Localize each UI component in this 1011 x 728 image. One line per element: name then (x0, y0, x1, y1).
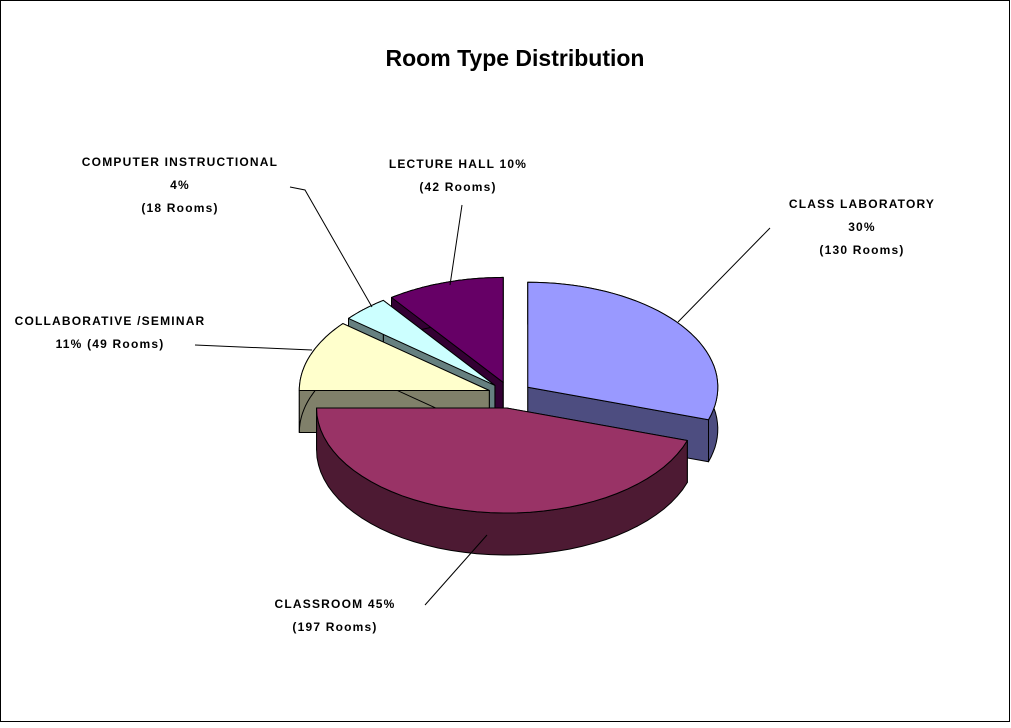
data-label: COLLABORATIVE /SEMINAR (15, 314, 206, 328)
slice (391, 276, 504, 383)
data-label: (197 Rooms) (292, 620, 377, 634)
data-label: (42 Rooms) (419, 180, 496, 194)
data-label: 11% (49 Rooms) (56, 337, 165, 351)
data-label: 4% (170, 178, 190, 192)
leader-line (194, 344, 313, 351)
data-label-part: (18 Rooms) (141, 201, 218, 215)
data-label: CLASSROOM 45% (275, 597, 396, 611)
data-label-part: (42 Rooms) (419, 180, 496, 194)
data-label-part: CLASS LABORATORY (789, 197, 935, 211)
leader-line (289, 186, 373, 308)
leader-line (677, 227, 771, 323)
data-label-part: 30% (848, 220, 876, 234)
data-label-part: 45% (368, 597, 396, 611)
data-label: CLASS LABORATORY (789, 197, 935, 211)
data-label-part: COMPUTER INSTRUCTIONAL (82, 155, 278, 169)
data-label-part: 10% (500, 157, 528, 171)
data-label: COMPUTER INSTRUCTIONAL (82, 155, 278, 169)
data-label-part: 11% (56, 337, 83, 351)
data-label-part: 4% (170, 178, 190, 192)
data-label-part: CLASSROOM (275, 597, 364, 611)
data-label: (130 Rooms) (819, 243, 904, 257)
data-label-part: (49 Rooms) (87, 337, 164, 351)
data-label: LECTURE HALL 10% (389, 157, 527, 171)
data-label-part: LECTURE HALL (389, 157, 495, 171)
data-label-part: (130 Rooms) (819, 243, 904, 257)
slice (298, 323, 490, 391)
data-label-part: COLLABORATIVE /SEMINAR (15, 314, 206, 328)
slice (348, 299, 496, 386)
slice (527, 281, 719, 421)
leader-line (424, 534, 488, 606)
leader-line (449, 204, 463, 286)
slice (316, 407, 688, 514)
data-label-part: (197 Rooms) (292, 620, 377, 634)
chart-title: Room Type Distribution (386, 45, 645, 71)
data-label: 30% (848, 220, 876, 234)
data-label: (18 Rooms) (141, 201, 218, 215)
